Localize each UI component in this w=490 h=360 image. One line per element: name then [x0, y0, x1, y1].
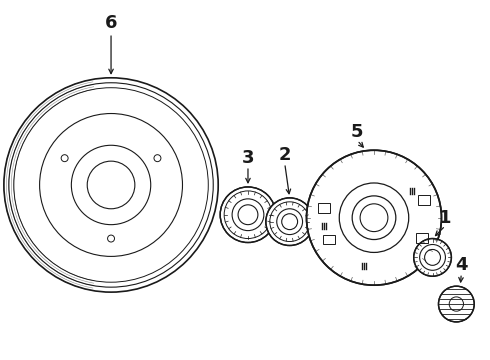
Text: 1: 1 — [439, 209, 452, 227]
Circle shape — [414, 239, 451, 276]
Text: 5: 5 — [351, 123, 364, 141]
Circle shape — [439, 286, 474, 322]
Text: 2: 2 — [278, 146, 291, 164]
Text: 6: 6 — [105, 14, 117, 32]
Circle shape — [4, 78, 218, 292]
Text: 3: 3 — [242, 149, 254, 167]
Circle shape — [266, 198, 314, 246]
Circle shape — [307, 150, 441, 285]
Text: 4: 4 — [455, 256, 467, 274]
Circle shape — [220, 187, 276, 243]
